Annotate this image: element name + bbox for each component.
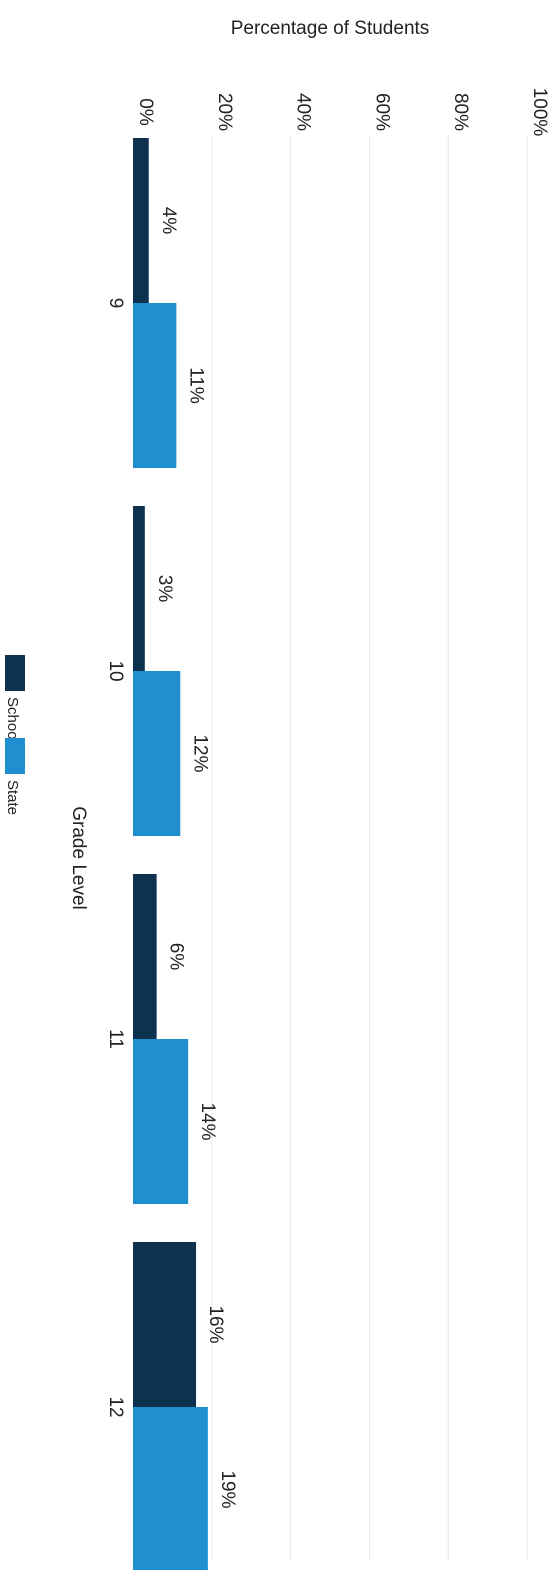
bar-school	[133, 874, 157, 1039]
x-axis-title: Grade Level	[68, 806, 89, 910]
category-label: 11	[105, 1029, 126, 1049]
data-labels: 4% 11% 3% 12% 6% 14% 16% 19%	[154, 207, 238, 1509]
category-label: 10	[105, 660, 126, 681]
category-label: 9	[105, 298, 126, 309]
gridlines	[211, 135, 528, 1560]
data-label: 3%	[154, 575, 175, 603]
bar-state	[133, 1039, 189, 1204]
data-label: 6%	[166, 943, 187, 971]
data-label: 12%	[189, 734, 210, 772]
bars	[133, 138, 208, 1570]
data-label: 4%	[158, 207, 179, 235]
tick-label: 20%	[214, 93, 235, 131]
data-label: 16%	[205, 1305, 226, 1343]
tick-label: 0%	[135, 98, 156, 126]
tick-label: 80%	[450, 93, 471, 131]
bar-state	[133, 671, 181, 836]
y-axis-title: Percentage of Students	[231, 18, 430, 39]
tick-label: 40%	[293, 93, 314, 131]
legend-label: School	[4, 697, 21, 743]
data-label: 19%	[217, 1470, 238, 1508]
legend-swatch-state	[5, 738, 25, 774]
category-labels: 9 10 11 12	[105, 298, 126, 1418]
tick-labels: 0% 20% 40% 60% 80% 100%	[135, 88, 550, 137]
bar-school	[133, 506, 145, 671]
tick-label: 100%	[529, 88, 550, 137]
bar-school	[133, 138, 149, 303]
legend-label: State	[4, 780, 21, 815]
legend-swatch-school	[5, 655, 25, 691]
category-label: 12	[105, 1396, 126, 1417]
data-label: 11%	[185, 367, 206, 404]
data-label: 14%	[197, 1102, 218, 1140]
tick-label: 60%	[371, 93, 392, 131]
bar-state	[133, 303, 177, 468]
legend: School State	[4, 655, 25, 815]
bar-school	[133, 1242, 197, 1407]
bar-state	[133, 1407, 208, 1570]
